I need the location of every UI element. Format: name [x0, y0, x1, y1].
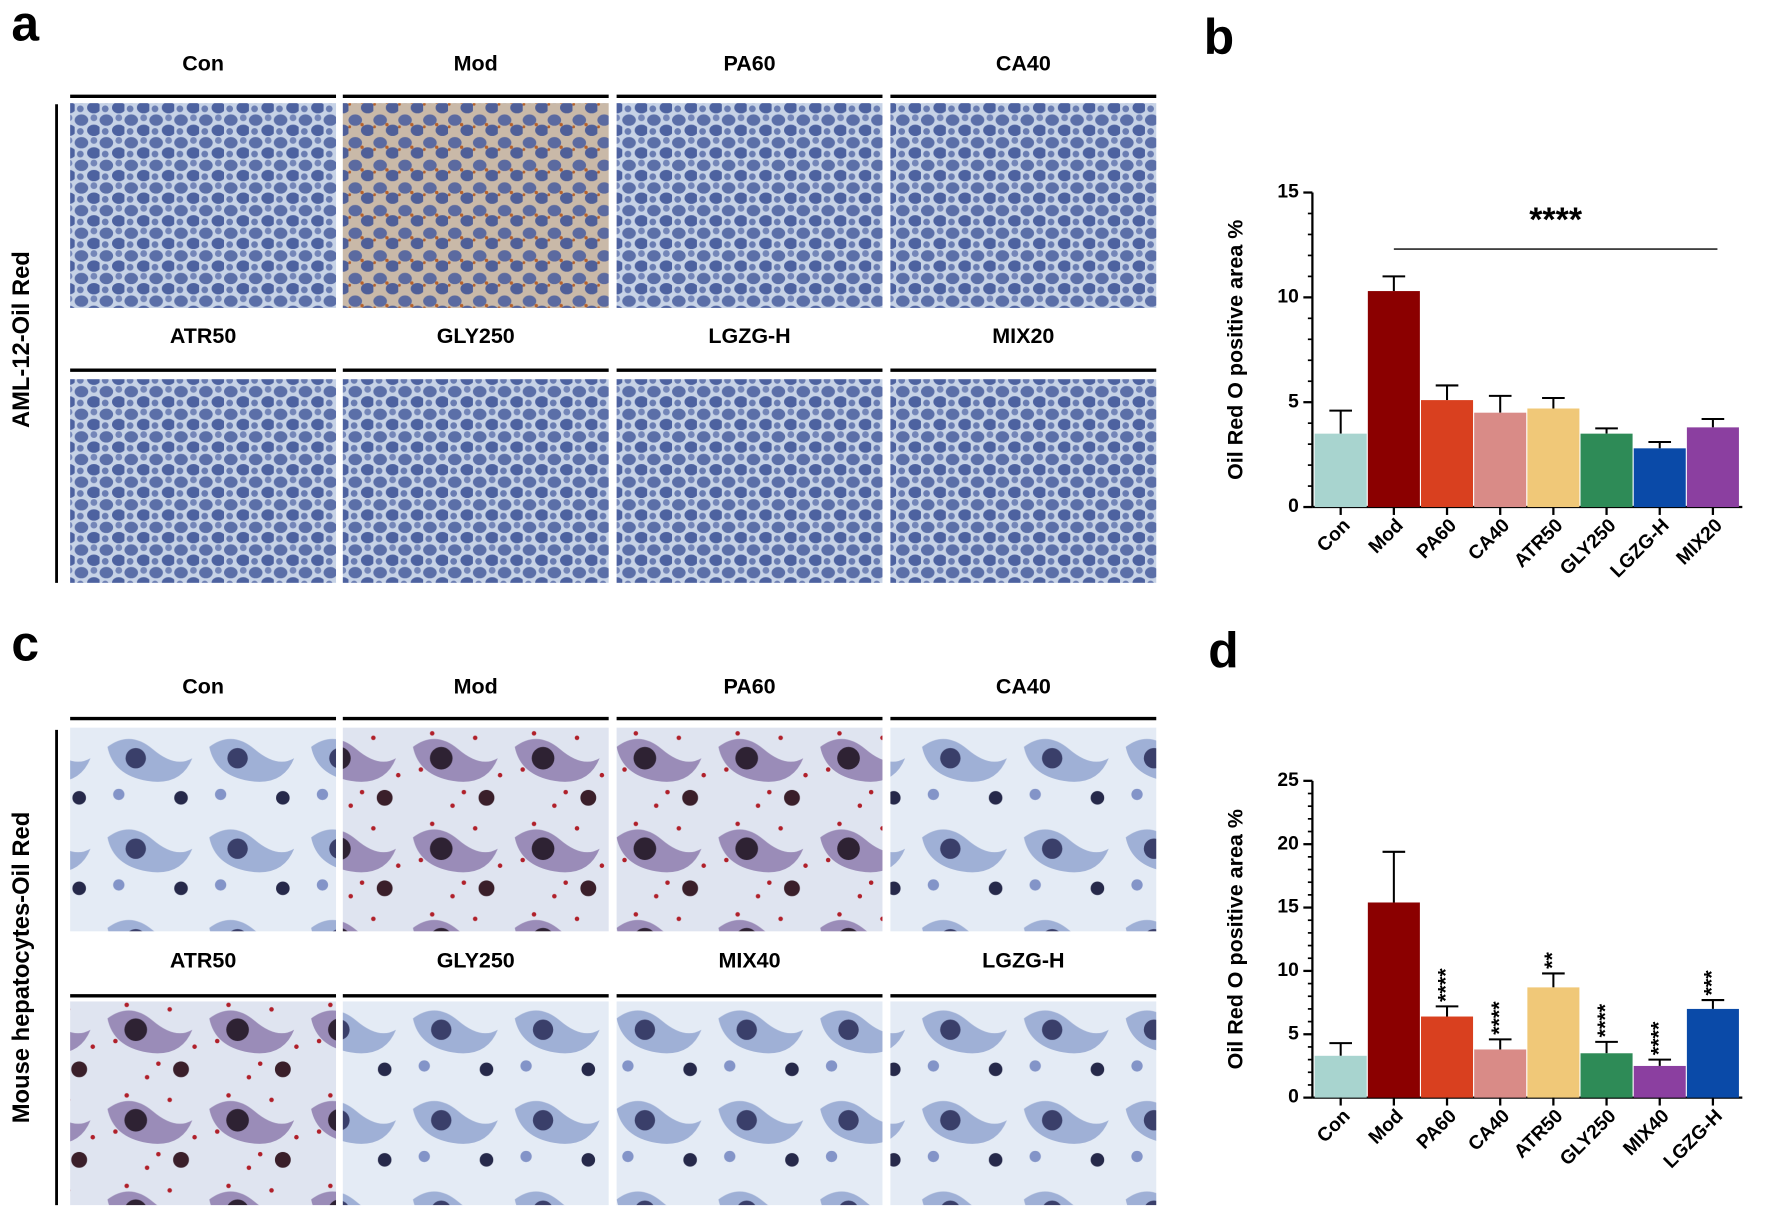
image-label: ATR50 [170, 949, 237, 973]
y-tick-label: 15 [1277, 182, 1299, 203]
x-tick-label: LGZG-H [1660, 1106, 1727, 1173]
micrograph [70, 727, 337, 932]
micrograph [616, 379, 883, 583]
image-label: Con [182, 51, 224, 75]
image-label: MIX40 [718, 949, 780, 973]
micrograph [890, 727, 1157, 932]
image-label: Mod [454, 51, 498, 75]
y-tick-label: 25 [1277, 770, 1299, 791]
micrograph [70, 379, 337, 583]
significance: ** [1540, 952, 1564, 969]
x-tick-label: GLY250 [1556, 1106, 1620, 1170]
panel-label: d [1208, 622, 1238, 678]
x-tick-label: Con [1313, 515, 1354, 556]
image-label: GLY250 [437, 324, 515, 348]
bar [1421, 1016, 1474, 1098]
image-label: PA60 [723, 675, 775, 699]
x-tick-label: CA40 [1465, 515, 1515, 565]
micrograph [890, 379, 1157, 583]
bar [1314, 433, 1367, 508]
bar [1580, 433, 1633, 508]
bar [1314, 1055, 1367, 1098]
x-tick-label: MIX20 [1673, 515, 1727, 569]
bar [1580, 1053, 1633, 1098]
y-axis-label: Oil Red O positive area % [1223, 809, 1247, 1069]
bar [1474, 412, 1527, 508]
micrograph [70, 1001, 337, 1206]
image-label: CA40 [996, 51, 1051, 75]
image-label: CA40 [996, 675, 1051, 699]
bar [1367, 902, 1420, 1098]
micrograph [342, 1001, 609, 1206]
panel-label: b [1204, 9, 1234, 65]
micrograph [342, 103, 609, 308]
image-label: ATR50 [170, 324, 237, 348]
significance: **** [1529, 201, 1583, 239]
x-tick-label: Con [1313, 1106, 1354, 1147]
x-tick-label: PA60 [1413, 1106, 1461, 1154]
micrograph [70, 103, 337, 308]
significance: **** [1434, 968, 1458, 1002]
y-tick-label: 0 [1288, 1087, 1299, 1108]
image-label: LGZG-H [982, 949, 1064, 973]
y-tick-label: 10 [1277, 286, 1298, 307]
micrograph [890, 1001, 1157, 1206]
y-axis-label: Oil Red O positive area % [1223, 220, 1247, 480]
y-tick-label: 20 [1277, 833, 1298, 854]
bar [1367, 291, 1420, 508]
row-label: AML-12-Oil Red [8, 251, 35, 428]
image-label: GLY250 [437, 949, 515, 973]
bar [1421, 400, 1474, 508]
x-tick-label: LGZG-H [1607, 515, 1674, 582]
bar [1474, 1049, 1527, 1098]
significance: **** [1593, 1003, 1617, 1037]
panel-label: a [11, 0, 39, 51]
image-label: Con [182, 675, 224, 699]
bar [1686, 1008, 1739, 1098]
panel-label: c [11, 615, 39, 671]
x-tick-label: CA40 [1465, 1106, 1515, 1156]
bar [1633, 1065, 1686, 1098]
y-tick-label: 15 [1277, 897, 1299, 918]
micrograph [616, 727, 883, 932]
x-tick-label: Mod [1365, 1106, 1408, 1149]
y-tick-label: 5 [1288, 1023, 1299, 1044]
significance: **** [1646, 1021, 1670, 1055]
significance: **** [1487, 1001, 1511, 1035]
x-tick-label: Mod [1365, 515, 1408, 558]
image-label: LGZG-H [708, 324, 790, 348]
micrograph [342, 379, 609, 583]
y-tick-label: 0 [1288, 496, 1299, 517]
micrograph [890, 103, 1157, 308]
image-label: Mod [454, 675, 498, 699]
bar [1527, 408, 1580, 508]
y-tick-label: 10 [1277, 960, 1298, 981]
x-tick-label: PA60 [1413, 515, 1461, 563]
micrograph [616, 1001, 883, 1206]
bar [1527, 987, 1580, 1098]
micrograph [342, 727, 609, 932]
bar [1633, 448, 1686, 508]
image-label: MIX20 [992, 324, 1054, 348]
image-label: PA60 [723, 51, 775, 75]
micrograph [616, 103, 883, 308]
row-label: Mouse hepatocytes-Oil Red [8, 812, 35, 1123]
y-tick-label: 5 [1288, 391, 1299, 412]
bar [1686, 427, 1739, 508]
significance: *** [1700, 970, 1724, 996]
